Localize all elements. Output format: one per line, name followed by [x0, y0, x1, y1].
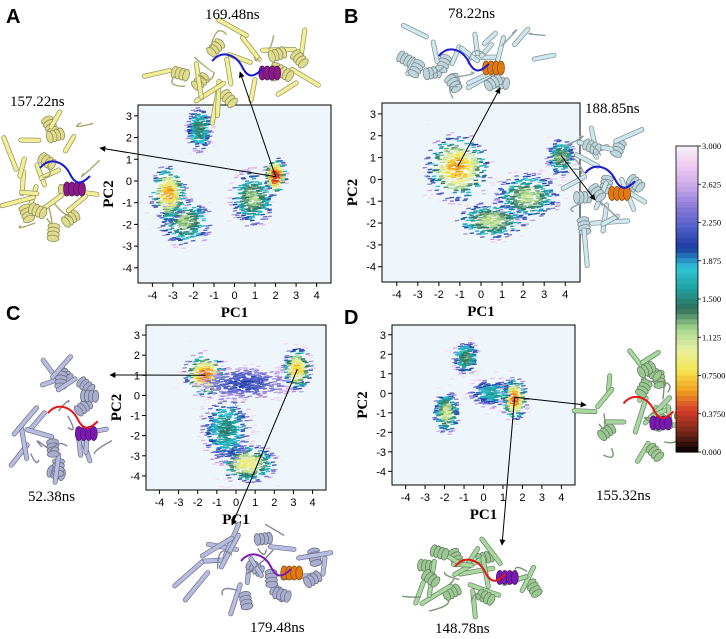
y-tick-label: 1: [370, 153, 376, 165]
panel-letter-b: B: [344, 6, 358, 28]
y-tick-label: 2: [126, 133, 132, 145]
y-tick-label: -2: [122, 219, 132, 231]
y-tick-label: 3: [370, 109, 376, 121]
x-tick-label: -4: [392, 289, 402, 301]
density-cluster-a-4: [258, 152, 293, 204]
x-tick-label: 3: [290, 497, 296, 509]
x-tick-label: 2: [520, 289, 526, 301]
y-tick-label: -1: [130, 411, 140, 423]
x-tick-label: 2: [273, 290, 279, 302]
y-axis-label-a: PC2: [101, 180, 117, 208]
y-axis-label-c: PC2: [109, 394, 125, 422]
y-tick-label: -3: [122, 241, 132, 253]
density-cluster-a-0: [182, 107, 219, 158]
panel-letter-d: D: [344, 307, 358, 329]
y-tick-label: 0: [126, 176, 132, 188]
y-tick-label: -4: [366, 262, 376, 274]
y-tick-label: -4: [122, 263, 132, 275]
density-map-b: [417, 123, 580, 244]
y-tick-label: 2: [370, 131, 376, 143]
y-tick-label: -3: [130, 451, 140, 463]
y-tick-label: 0: [370, 174, 376, 186]
y-tick-label: 1: [134, 370, 140, 382]
x-tick-label: -3: [413, 289, 423, 301]
plot-background-d: [392, 325, 575, 485]
density-cluster-a-3: [222, 155, 281, 234]
x-tick-label: -1: [455, 289, 465, 301]
x-tick-label: -1: [209, 290, 219, 302]
x-tick-label: -3: [168, 290, 178, 302]
y-tick-label: -1: [122, 198, 132, 210]
density-cluster-b-2: [479, 169, 574, 231]
density-cluster-c-4: [173, 363, 316, 410]
x-tick-label: 0: [478, 289, 484, 301]
plot-panel-a: -4 -3 -2 -1 0 1 2 3 4 3 2 1 0 -1 -2 -3 -4 PC1 PC2: [101, 104, 332, 321]
density-cluster-d-0: [443, 337, 485, 382]
y-tick-label: -4: [130, 471, 140, 483]
x-tick-label: 4: [562, 289, 568, 301]
x-tick-label: 0: [233, 497, 239, 509]
density-cluster-b-0: [417, 123, 497, 212]
x-tick-label: 3: [541, 289, 547, 301]
density-cluster-a-2: [143, 162, 197, 231]
y-tick-label: 1: [126, 154, 132, 166]
x-tick-label: -4: [147, 290, 157, 302]
density-map-c: [173, 338, 318, 489]
x-tick-label: 4: [314, 290, 320, 302]
x-tick-label: 3: [293, 290, 299, 302]
x-tick-label: -1: [212, 497, 222, 509]
y-tick-label: -2: [366, 218, 376, 230]
x-tick-label: -2: [189, 290, 199, 302]
y-tick-label: 3: [134, 330, 140, 342]
x-tick-label: 0: [231, 290, 237, 302]
y-tick-label: -3: [366, 240, 376, 252]
y-axis-label-b: PC2: [345, 179, 361, 207]
y-tick-label: 0: [134, 390, 140, 402]
density-cluster-b-1: [435, 192, 543, 244]
x-tick-label: -2: [434, 289, 444, 301]
plot-panel-b: -4 -3 -2 -1 0 1 2 3 4 3 2 1 0 -1 -2 -3 -4 PC1 PC2: [345, 102, 581, 320]
x-tick-label: -4: [155, 497, 165, 509]
density-map-a: [143, 107, 293, 253]
x-tick-label: 1: [252, 497, 258, 509]
panel-letter-c: C: [6, 303, 20, 325]
y-tick-label: -1: [366, 196, 376, 208]
x-axis-label-a: PC1: [221, 305, 249, 321]
x-tick-label: -2: [193, 497, 203, 509]
density-cluster-d-1: [424, 378, 466, 436]
x-tick-label: 2: [271, 497, 277, 509]
x-tick-label: 1: [252, 290, 258, 302]
x-tick-label: 1: [499, 289, 505, 301]
y-tick-label: -2: [130, 431, 140, 443]
y-tick-label: 2: [134, 350, 140, 362]
panel-letter-a: A: [6, 6, 20, 28]
y-tick-label: 3: [126, 111, 132, 123]
x-tick-label: -3: [174, 497, 184, 509]
x-axis-label-b: PC1: [467, 304, 495, 320]
x-tick-label: 4: [310, 497, 316, 509]
